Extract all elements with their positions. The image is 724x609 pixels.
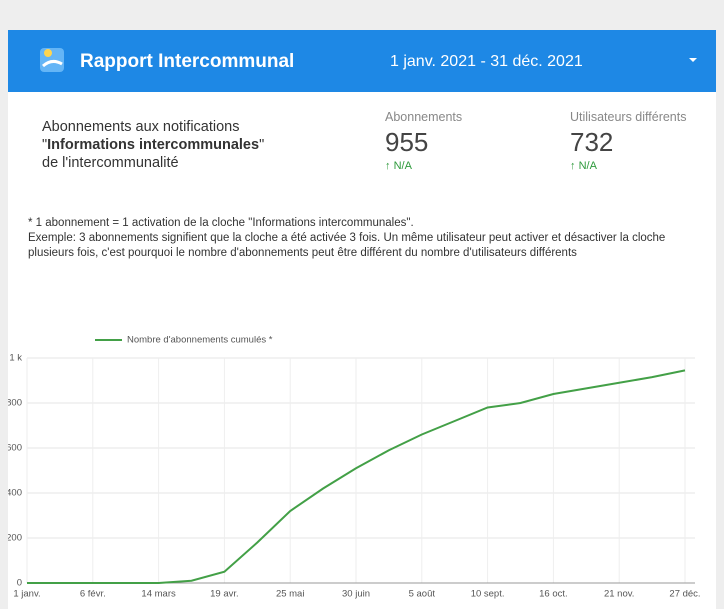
x-tick-label: 5 août: [409, 589, 436, 600]
x-tick-label: 19 avr.: [210, 589, 239, 600]
x-tick-label: 10 sept.: [471, 589, 505, 600]
x-tick-label: 30 juin: [342, 589, 370, 600]
x-tick-label: 25 mai: [276, 589, 305, 600]
report-title: Rapport Intercommunal: [80, 51, 295, 72]
y-tick-label: 0: [17, 578, 22, 589]
dropdown-arrow[interactable]: [688, 56, 698, 64]
y-tick-label: 800: [8, 398, 22, 409]
kpi-label: Utilisateurs différents: [570, 110, 687, 124]
y-tick-label: 1 k: [9, 353, 22, 364]
kpi-delta-text: N/A: [393, 160, 412, 172]
legend-label: Nombre d'abonnements cumulés *: [127, 335, 273, 346]
chart: 0 200 400 600 800 1 k 1 janv. 6 févr. 14 mars 19 …: [8, 335, 701, 600]
header-bar: Rapport Intercommunal 1 janv. 2021 - 31 …: [8, 30, 716, 92]
y-tick-label: 400: [8, 488, 22, 499]
kpi-delta: ↑ N/A: [385, 160, 412, 172]
y-tick-label: 600: [8, 443, 22, 454]
date-range[interactable]: 1 janv. 2021 - 31 déc. 2021: [390, 53, 583, 70]
footnote-line: Exemple: 3 abonnements signifient que la…: [28, 232, 666, 259]
kpi-value: 732: [570, 127, 614, 157]
kpi-delta-text: N/A: [578, 160, 597, 172]
x-tick-label: 14 mars: [141, 589, 176, 600]
x-tick-label: 1 janv.: [13, 589, 40, 600]
x-tick-label: 6 févr.: [80, 589, 106, 600]
x-tick-label: 21 nov.: [604, 589, 634, 600]
kpi-delta: ↑ N/A: [570, 160, 597, 172]
x-tick-label: 16 oct.: [539, 589, 568, 600]
footnote: * 1 abonnement = 1 activation de la cloc…: [28, 216, 708, 261]
y-tick-label: 200: [8, 533, 22, 544]
x-tick-label: 27 déc.: [669, 589, 700, 600]
description: Abonnements aux notifications "Informati…: [42, 118, 282, 172]
kpi-value: 955: [385, 127, 429, 157]
report-card: Rapport Intercommunal 1 janv. 2021 - 31 …: [8, 30, 716, 609]
logo: [40, 48, 64, 72]
footnote-line: * 1 abonnement = 1 activation de la cloc…: [28, 217, 414, 229]
desc-text: Abonnements aux notifications ": [42, 119, 240, 153]
desc-text: " de l'intercommunalité: [42, 137, 265, 171]
desc-bold: Informations intercommunales: [47, 137, 260, 153]
line-series: [27, 369, 686, 584]
kpi-label: Abonnements: [385, 110, 463, 124]
